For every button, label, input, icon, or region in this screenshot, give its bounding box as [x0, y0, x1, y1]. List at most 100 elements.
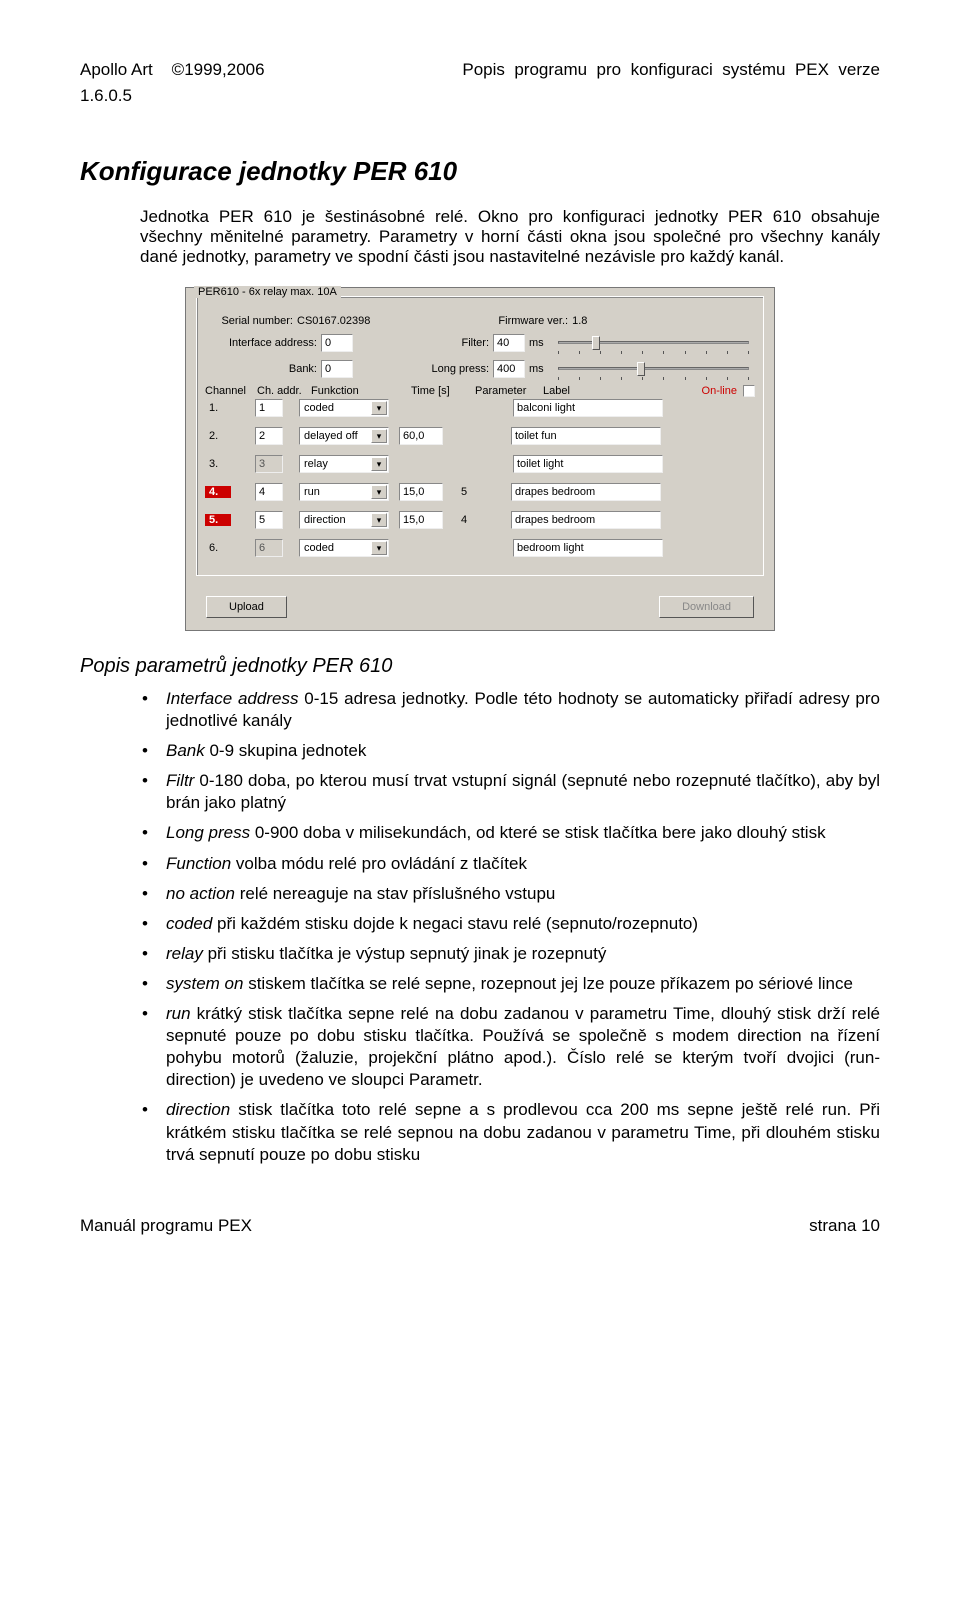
param-name: Function [166, 854, 231, 873]
param-item: Interface address 0-15 adresa jednotky. … [140, 688, 880, 732]
param-name: no action [166, 884, 235, 903]
filter-unit: ms [529, 337, 544, 349]
page-footer: Manuál programu PEX strana 10 [80, 1216, 880, 1236]
filter-slider[interactable] [552, 333, 755, 353]
params-list: Interface address 0-15 adresa jednotky. … [80, 688, 880, 1166]
param-desc: při každém stisku dojde k negaci stavu r… [212, 914, 698, 933]
bank-label: Bank: [205, 363, 317, 375]
channel-row: 5. 5 direction 15,0 4 drapes bedroom [205, 509, 755, 531]
filter-input[interactable]: 40 [493, 334, 525, 352]
param-item: Function volba módu relé pro ovládání z … [140, 853, 880, 875]
channel-row: 2. 2 delayed off 60,0 toilet fun [205, 425, 755, 447]
param-name: relay [166, 944, 203, 963]
header-left: Apollo Art ©1999,2006 [80, 60, 265, 80]
page-header: Apollo Art ©1999,2006 Popis programu pro… [80, 60, 880, 80]
param-desc: krátký stisk tlačítka sepne relé na dobu… [166, 1004, 880, 1089]
time-input[interactable]: 15,0 [399, 483, 443, 501]
param-item: no action relé nereaguje na stav přísluš… [140, 883, 880, 905]
label-input[interactable]: drapes bedroom [511, 483, 661, 501]
param-desc: volba módu relé pro ovládání z tlačítek [231, 854, 527, 873]
param-item: Bank 0-9 skupina jednotek [140, 740, 880, 762]
filter-label: Filter: [451, 337, 489, 349]
time-input[interactable]: 60,0 [399, 427, 443, 445]
param-value: 5 [461, 486, 501, 498]
time-input[interactable]: 15,0 [399, 511, 443, 529]
channel-addr-input: 3 [255, 455, 283, 473]
long-unit: ms [529, 363, 544, 375]
param-item: system on stiskem tlačítka se relé sepne… [140, 973, 880, 995]
param-item: coded při každém stisku dojde k negaci s… [140, 913, 880, 935]
function-combo[interactable]: run [299, 483, 389, 501]
param-item: run krátký stisk tlačítka sepne relé na … [140, 1003, 880, 1091]
param-item: Filtr 0-180 doba, po kterou musí trvat v… [140, 770, 880, 814]
function-combo[interactable]: direction [299, 511, 389, 529]
param-desc: stisk tlačítka toto relé sepne a s prodl… [166, 1100, 880, 1163]
channel-number: 6. [205, 542, 231, 554]
long-slider[interactable] [552, 359, 755, 379]
param-name: run [166, 1004, 191, 1023]
function-combo[interactable]: coded [299, 399, 389, 417]
label-input[interactable]: balconi light [513, 399, 663, 417]
channel-addr-input[interactable]: 1 [255, 399, 283, 417]
upload-button[interactable]: Upload [206, 596, 287, 618]
channel-number: 1. [205, 402, 231, 414]
serial-label: Serial number: [205, 315, 293, 327]
fw-label: Firmware ver.: [498, 315, 568, 327]
param-desc: 0-900 doba v milisekundách, od které se … [250, 823, 825, 842]
channel-addr-input[interactable]: 2 [255, 427, 283, 445]
footer-right: strana 10 [809, 1216, 880, 1236]
param-desc: 0-180 doba, po kterou musí trvat vstupní… [166, 771, 880, 812]
bank-input[interactable]: 0 [321, 360, 353, 378]
param-name: Filtr [166, 771, 194, 790]
function-combo[interactable]: coded [299, 539, 389, 557]
function-combo[interactable]: relay [299, 455, 389, 473]
params-subtitle: Popis parametrů jednotky PER 610 [80, 655, 880, 678]
label-input[interactable]: toilet light [513, 455, 663, 473]
channel-number: 4. [205, 486, 231, 498]
label-input[interactable]: drapes bedroom [511, 511, 661, 529]
download-button[interactable]: Download [659, 596, 754, 618]
long-label: Long press: [421, 363, 489, 375]
channel-row: 1. 1 coded balconi light [205, 397, 755, 419]
param-value: 4 [461, 514, 501, 526]
param-name: coded [166, 914, 212, 933]
param-name: direction [166, 1100, 230, 1119]
channel-addr-input[interactable]: 4 [255, 483, 283, 501]
groupbox-title: PER610 - 6x relay max. 10A [194, 286, 341, 298]
param-desc: relé nereaguje na stav příslušného vstup… [235, 884, 555, 903]
long-input[interactable]: 400 [493, 360, 525, 378]
label-input[interactable]: toilet fun [511, 427, 661, 445]
param-name: Bank [166, 741, 205, 760]
header-right: Popis programu pro konfiguraci systému P… [462, 60, 880, 80]
column-headers: Channel Ch. addr. Funkction Time [s] Par… [205, 385, 755, 397]
footer-left: Manuál programu PEX [80, 1216, 252, 1236]
param-item: direction stisk tlačítka toto relé sepne… [140, 1099, 880, 1165]
channel-row: 6. 6 coded bedroom light [205, 537, 755, 559]
channel-row: 3. 3 relay toilet light [205, 453, 755, 475]
param-desc: stiskem tlačítka se relé sepne, rozepnou… [243, 974, 852, 993]
channel-number: 3. [205, 458, 231, 470]
chapter-title: Konfigurace jednotky PER 610 [80, 156, 880, 187]
param-name: Interface address [166, 689, 298, 708]
param-name: Long press [166, 823, 250, 842]
online-checkbox[interactable] [743, 385, 755, 397]
param-item: Long press 0-900 doba v milisekundách, o… [140, 822, 880, 844]
intro-paragraph: Jednotka PER 610 je šestinásobné relé. O… [80, 207, 880, 267]
fw-value: 1.8 [572, 315, 587, 327]
param-desc: 0-9 skupina jednotek [205, 741, 367, 760]
config-window: PER610 - 6x relay max. 10A Serial number… [185, 287, 775, 631]
channel-number: 2. [205, 430, 231, 442]
channel-number: 5. [205, 514, 231, 526]
param-name: system on [166, 974, 243, 993]
iface-label: Interface address: [205, 337, 317, 349]
header-version: 1.6.0.5 [80, 86, 880, 106]
channel-addr-input: 6 [255, 539, 283, 557]
channel-row: 4. 4 run 15,0 5 drapes bedroom [205, 481, 755, 503]
param-item: relay při stisku tlačítka je výstup sepn… [140, 943, 880, 965]
function-combo[interactable]: delayed off [299, 427, 389, 445]
serial-value: CS0167.02398 [297, 315, 370, 327]
param-desc: při stisku tlačítka je výstup sepnutý ji… [203, 944, 606, 963]
channel-addr-input[interactable]: 5 [255, 511, 283, 529]
iface-input[interactable]: 0 [321, 334, 353, 352]
label-input[interactable]: bedroom light [513, 539, 663, 557]
